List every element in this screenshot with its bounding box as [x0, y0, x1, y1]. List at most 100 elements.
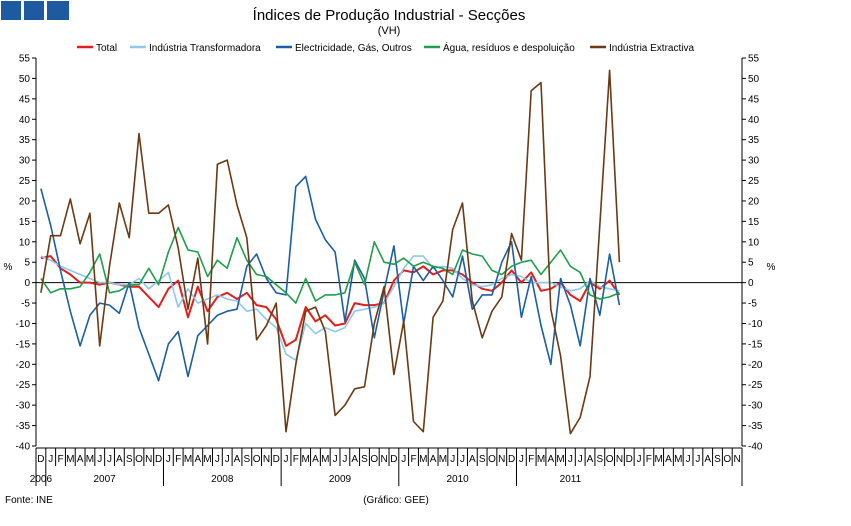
month-tick-label: O — [135, 454, 143, 465]
month-tick-label: M — [674, 454, 682, 465]
month-tick-label: A — [116, 454, 123, 465]
y-tick-label-left: -20 — [16, 360, 31, 371]
y-tick-label-right: 0 — [748, 278, 754, 289]
y-tick-label-right: -15 — [748, 339, 763, 350]
month-tick-label: J — [578, 454, 583, 465]
month-tick-label: A — [77, 454, 84, 465]
month-tick-label: M — [439, 454, 447, 465]
axes: -40 -40 -35 -35 -30 -30 -25 -25 -20 -20 -15 -15 -10 -… — [16, 54, 763, 453]
logo-square — [47, 1, 69, 20]
credit-note: (Gráfico: GEE) — [363, 495, 429, 506]
series-line-2 — [40, 255, 620, 362]
month-tick-label: N — [616, 454, 623, 465]
month-tick-label: J — [401, 454, 406, 465]
month-tick-label: J — [519, 454, 524, 465]
y-tick-label-left: 0 — [24, 278, 30, 289]
y-tick-label-right: 20 — [748, 196, 760, 207]
logo — [1, 1, 69, 20]
y-axis-label-right: % — [767, 262, 776, 273]
year-label: 2009 — [329, 474, 352, 485]
month-tick-label: D — [508, 454, 515, 465]
y-tick-label-right: -30 — [748, 401, 763, 412]
month-tick-label: J — [97, 454, 102, 465]
month-tick-label: O — [723, 454, 731, 465]
month-tick-label: D — [155, 454, 162, 465]
month-tick-label: M — [66, 454, 74, 465]
month-tick-label: J — [166, 454, 171, 465]
y-tick-label-left: 15 — [19, 217, 31, 228]
month-tick-label: M — [301, 454, 309, 465]
y-tick-label-right: 25 — [748, 176, 760, 187]
month-tick-label: S — [361, 454, 368, 465]
y-tick-label-left: 45 — [19, 94, 31, 105]
month-tick-label: J — [450, 454, 455, 465]
chart-subtitle: (VH) — [378, 25, 401, 37]
year-label: 2007 — [94, 474, 117, 485]
month-tick-label: M — [556, 454, 564, 465]
month-tick-label: D — [37, 454, 44, 465]
y-tick-label-right: 50 — [748, 74, 760, 85]
month-tick-label: J — [568, 454, 573, 465]
month-tick-label: F — [293, 454, 299, 465]
month-tick-label: M — [86, 454, 94, 465]
y-tick-label-right: 15 — [748, 217, 760, 228]
year-label: 2008 — [211, 474, 234, 485]
chart-title: Índices de Produção Industrial - Secções — [253, 7, 526, 24]
y-tick-label-left: 35 — [19, 135, 31, 146]
y-tick-label-left: 20 — [19, 196, 31, 207]
y-tick-label-left: 10 — [19, 237, 31, 248]
month-tick-label: A — [704, 454, 711, 465]
month-tick-label: O — [253, 454, 261, 465]
logo-square — [24, 1, 44, 20]
y-tick-label-left: -35 — [16, 421, 31, 432]
month-tick-label: F — [410, 454, 416, 465]
month-tick-label: J — [637, 454, 642, 465]
source-note: Fonte: INE — [5, 495, 53, 506]
month-tick-label: J — [695, 454, 700, 465]
month-tick-label: A — [587, 454, 594, 465]
legend-label: Total — [96, 43, 117, 54]
legend: Total Indústria Transformadora Electricida… — [77, 41, 694, 54]
y-tick-label-left: 55 — [19, 54, 31, 65]
y-tick-label-left: 50 — [19, 74, 31, 85]
y-tick-label-right: 55 — [748, 54, 760, 65]
month-tick-label: J — [686, 454, 691, 465]
y-tick-label-left: -25 — [16, 380, 31, 391]
y-tick-label-right: 40 — [748, 115, 760, 126]
month-tick-label: J — [48, 454, 53, 465]
month-tick-label: O — [370, 454, 378, 465]
month-tick-label: J — [215, 454, 220, 465]
month-tick-label: A — [665, 454, 672, 465]
year-label: 2006 — [30, 474, 53, 485]
month-tick-label: F — [528, 454, 534, 465]
month-tick-label: A — [312, 454, 319, 465]
month-tick-label: A — [234, 454, 241, 465]
month-tick-label: N — [498, 454, 505, 465]
legend-label: Água, resíduos e despoluição — [443, 41, 575, 54]
y-tick-label-right: 5 — [748, 258, 754, 269]
y-tick-label-right: -20 — [748, 360, 763, 371]
y-tick-label-right: 45 — [748, 94, 760, 105]
month-tick-label: M — [321, 454, 329, 465]
series-line-3 — [40, 175, 621, 382]
month-tick-label: M — [537, 454, 545, 465]
year-label: 2011 — [560, 474, 582, 485]
y-tick-label-left: -5 — [21, 299, 30, 310]
month-tick-label: J — [107, 454, 112, 465]
y-tick-label-left: 5 — [24, 258, 30, 269]
month-tick-label: J — [225, 454, 230, 465]
month-tick-label: A — [547, 454, 554, 465]
y-tick-label-right: 35 — [748, 135, 760, 146]
month-tick-label: N — [145, 454, 152, 465]
plot-area — [40, 69, 621, 435]
month-tick-label: D — [626, 454, 633, 465]
month-tick-label: A — [194, 454, 201, 465]
month-tick-label: O — [606, 454, 614, 465]
y-tick-label-left: -40 — [16, 442, 31, 453]
legend-label: Electricidade, Gás, Outros — [295, 43, 412, 54]
month-tick-label: S — [126, 454, 133, 465]
y-tick-label-right: -35 — [748, 421, 763, 432]
series-line-5 — [40, 69, 621, 435]
